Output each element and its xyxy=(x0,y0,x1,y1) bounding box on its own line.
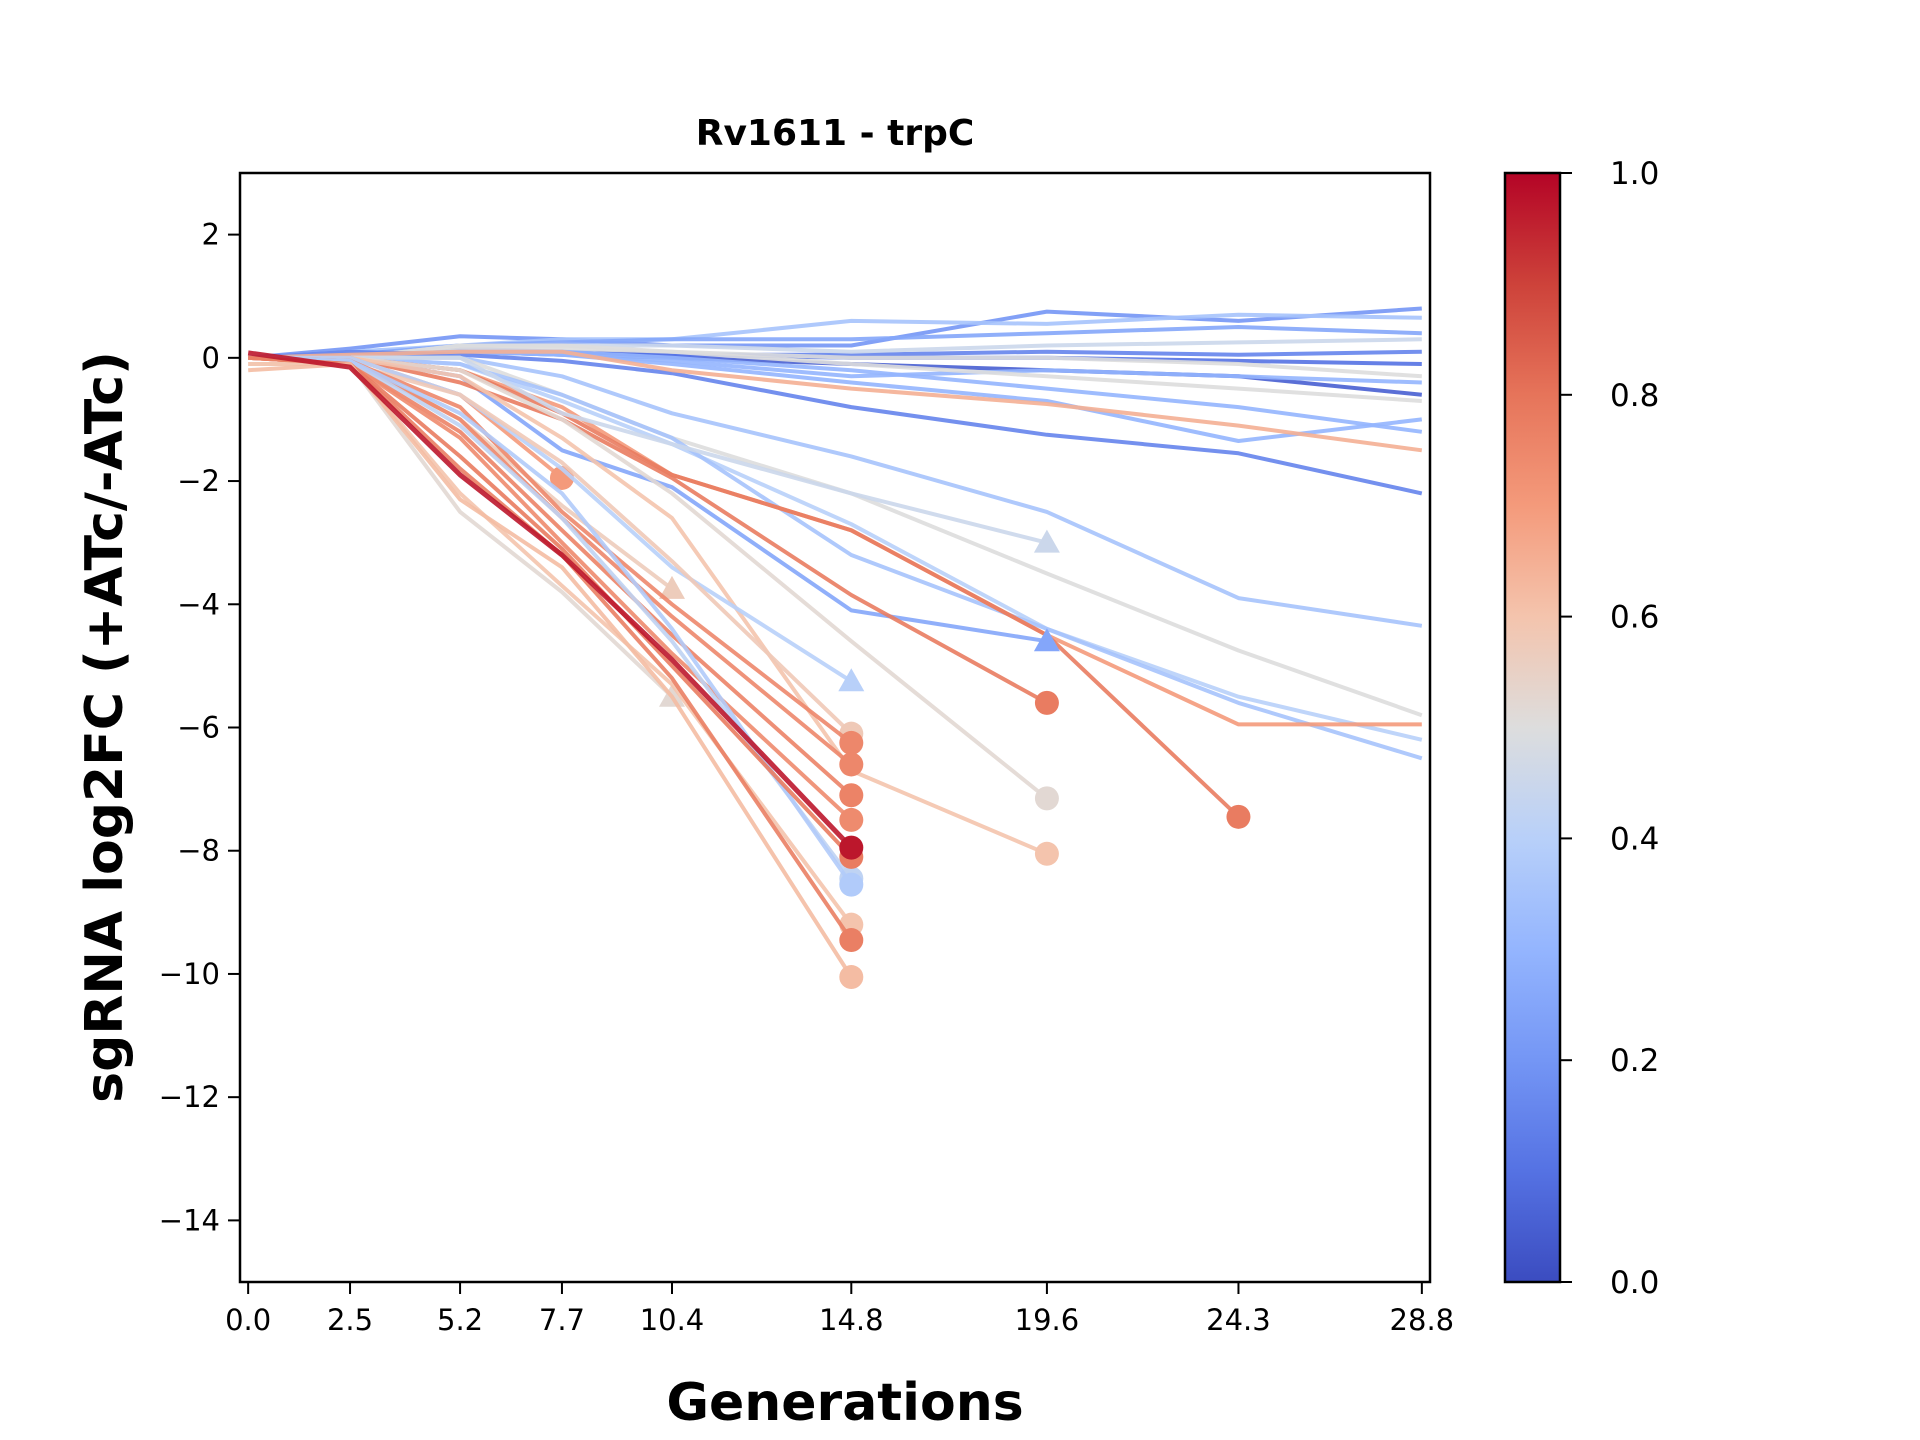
end-marker-triangle xyxy=(658,575,685,599)
x-tick-label: 2.5 xyxy=(327,1303,373,1337)
y-axis: 2 0 −2 −4 −6 −8 −10 −12 −14 xyxy=(159,218,240,1237)
x-tick-label: 14.8 xyxy=(819,1303,884,1337)
end-marker-circle xyxy=(839,872,864,897)
series-13 xyxy=(248,349,1423,453)
series-22 xyxy=(248,355,1059,715)
series-35 xyxy=(248,355,864,897)
series-line xyxy=(248,349,1423,453)
y-tick-label: −10 xyxy=(159,957,220,991)
series-layer xyxy=(247,306,1423,990)
y-tick-label: −8 xyxy=(177,834,220,868)
series-28 xyxy=(248,355,865,692)
y-tick-label: −6 xyxy=(177,711,220,745)
y-axis-label: sgRNA log2FC (+ATc/-ATc) xyxy=(75,351,135,1103)
end-marker-circle xyxy=(1226,804,1251,829)
x-tick-label: 28.8 xyxy=(1390,1303,1455,1337)
y-tick-label: −14 xyxy=(159,1203,220,1237)
colorbar-tick-label: 0.8 xyxy=(1610,378,1659,414)
series-40 xyxy=(247,350,864,860)
colorbar-tick-label: 0.2 xyxy=(1610,1043,1659,1079)
y-tick-label: 0 xyxy=(202,341,220,375)
series-line xyxy=(248,355,1048,856)
end-marker-circle xyxy=(839,752,864,777)
x-axis-label: Generations xyxy=(666,1373,1023,1433)
end-marker-circle xyxy=(1034,786,1059,811)
x-tick-label: 19.6 xyxy=(1015,1303,1080,1337)
series-line xyxy=(248,355,853,683)
colorbar-tick-label: 0.4 xyxy=(1610,821,1659,857)
x-axis: 0.0 2.5 5.2 7.7 10.4 14.8 19.6 24.3 28.8 xyxy=(225,1282,1454,1337)
colorbar-ticks: 0.0 0.2 0.4 0.6 0.8 1.0 xyxy=(1560,156,1659,1301)
x-tick-label: 24.3 xyxy=(1206,1303,1271,1337)
series-line xyxy=(248,355,1049,800)
x-tick-label: 7.7 xyxy=(539,1303,585,1337)
colorbar xyxy=(1503,171,1562,1284)
y-tick-label: −4 xyxy=(177,587,220,621)
end-marker-triangle xyxy=(838,668,865,692)
end-marker-circle xyxy=(839,783,864,808)
end-marker-circle xyxy=(839,730,864,755)
end-marker-circle xyxy=(839,928,864,953)
y-tick-label: 2 xyxy=(202,218,220,252)
series-31 xyxy=(248,355,864,777)
colorbar-tick-label: 1.0 xyxy=(1610,156,1659,192)
x-tick-label: 5.2 xyxy=(437,1303,483,1337)
end-marker-circle xyxy=(839,965,864,990)
series-24 xyxy=(248,355,1059,866)
y-tick-label: −12 xyxy=(159,1080,220,1114)
series-line xyxy=(248,355,853,886)
end-marker-triangle xyxy=(1033,529,1060,553)
series-line xyxy=(248,355,1423,761)
x-tick-label: 0.0 xyxy=(225,1303,271,1337)
colorbar-tick-label: 0.0 xyxy=(1610,1265,1659,1301)
end-marker-circle xyxy=(1034,690,1059,715)
y-tick-label: −2 xyxy=(177,464,220,498)
chart-title: Rv1611 - trpC xyxy=(696,113,975,154)
series-23 xyxy=(248,355,1059,811)
end-marker-circle xyxy=(1034,841,1059,866)
end-marker-circle xyxy=(839,807,864,832)
x-tick-label: 10.4 xyxy=(640,1303,705,1337)
series-17 xyxy=(248,355,1423,761)
end-marker-triangle xyxy=(1033,628,1060,652)
end-marker-circle xyxy=(839,835,864,860)
colorbar-tick-label: 0.6 xyxy=(1610,600,1659,636)
series-line xyxy=(247,350,854,850)
